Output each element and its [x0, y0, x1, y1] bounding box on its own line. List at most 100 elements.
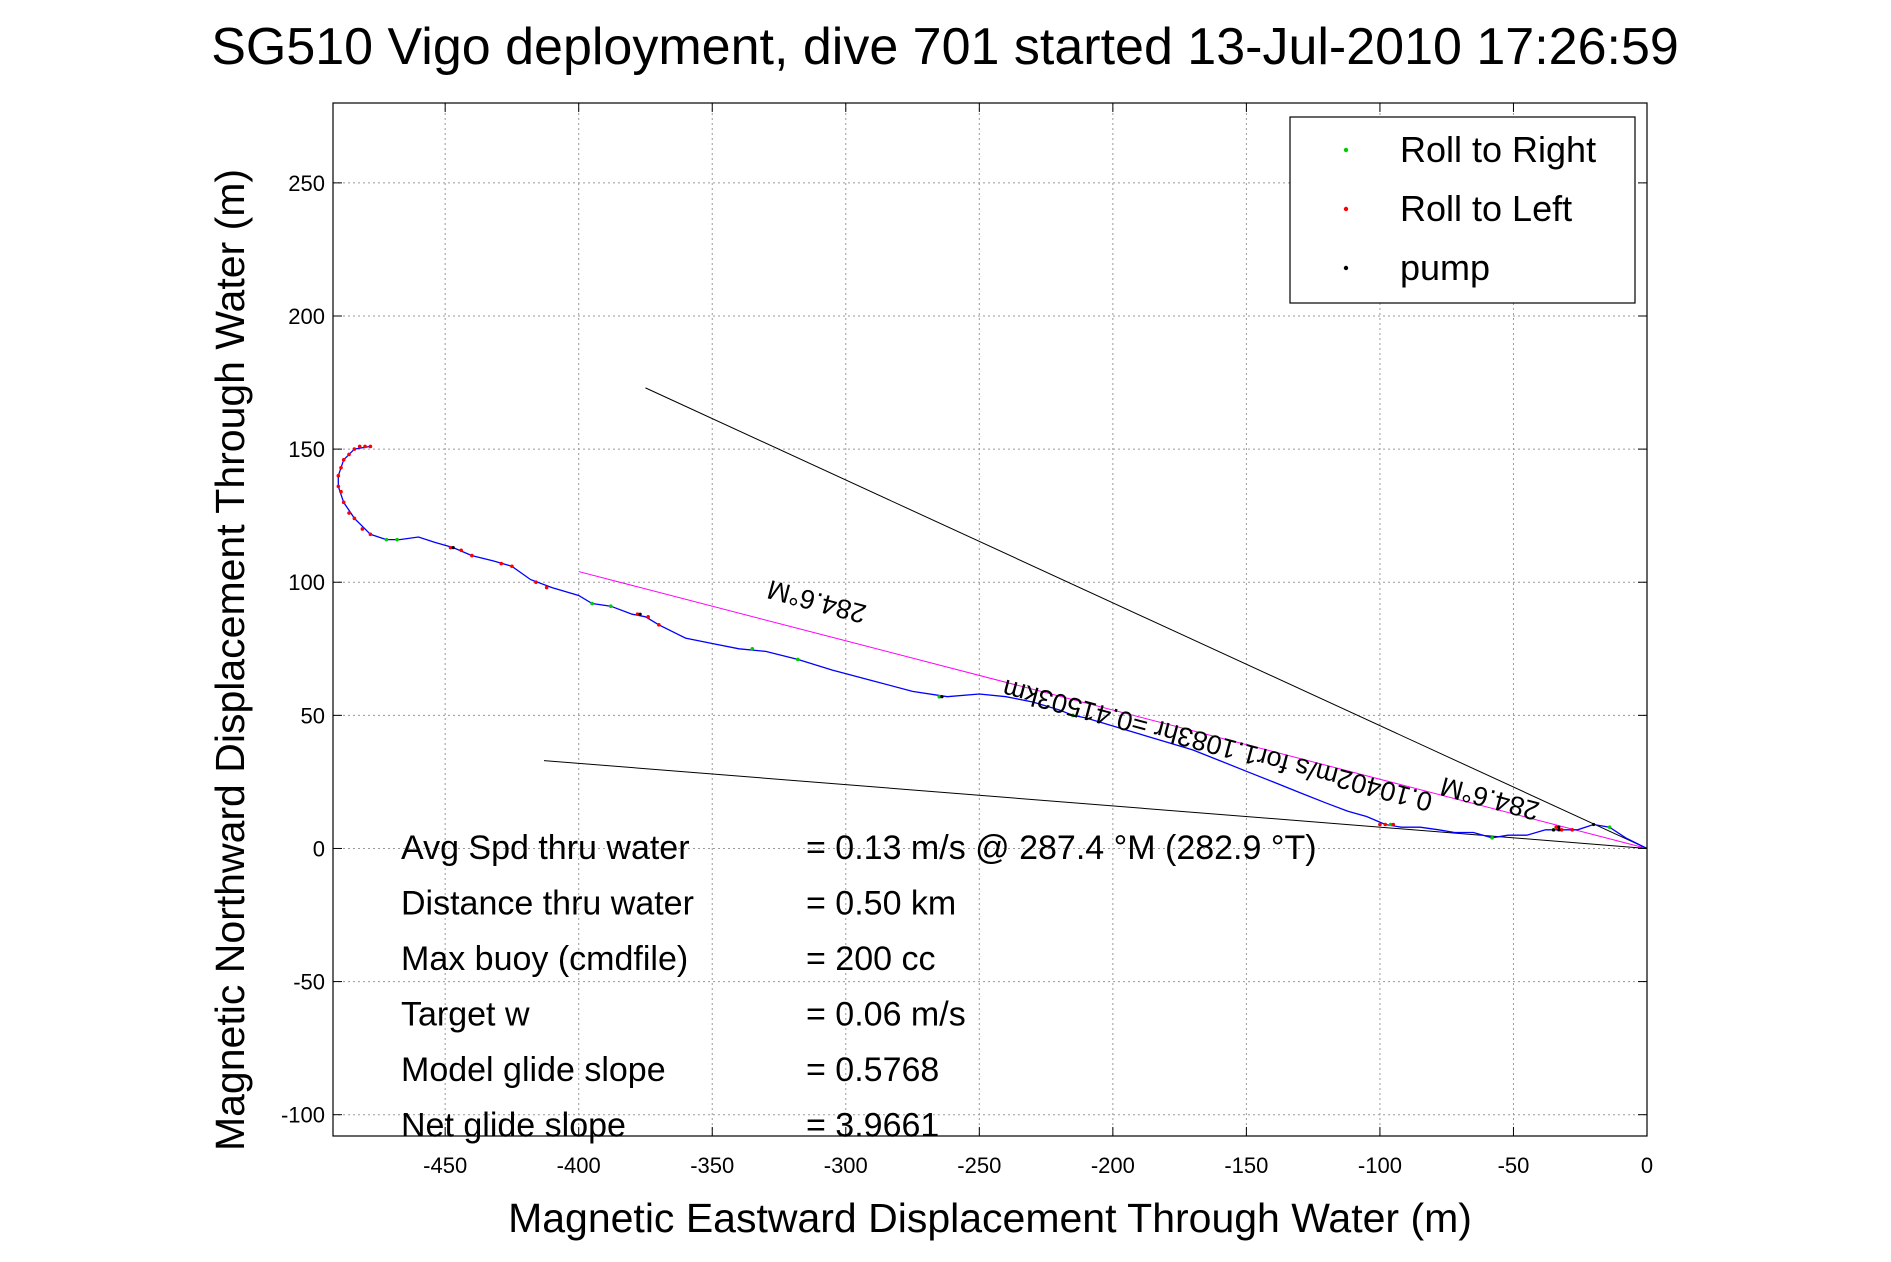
x-axis-ticks: -450 -400 -350 -300 -250 -200 -150 -100 -50 0 [423, 103, 1653, 1178]
x-tick-label: -50 [1498, 1153, 1530, 1178]
y-tick-label: 150 [288, 437, 325, 462]
grid-lines [333, 103, 1648, 1136]
roll-left-marker [360, 527, 365, 531]
roll-right-marker [395, 537, 399, 542]
roll-left-marker [1570, 828, 1575, 832]
roll-left-marker [357, 444, 362, 449]
roll-left-marker [336, 473, 341, 478]
roll-left-marker [1554, 825, 1558, 829]
y-tick-label: 50 [301, 703, 325, 728]
y-tick-label: 250 [288, 171, 325, 196]
roll-right-marker [795, 657, 800, 662]
roll-left-marker [352, 447, 357, 451]
y-tick-label: 0 [313, 836, 325, 861]
legend-label: Roll to Left [1400, 188, 1572, 229]
roll-left-marker [336, 484, 341, 489]
roll-right-marker [750, 646, 755, 651]
stat-label: Distance thru water [401, 885, 694, 923]
legend-label: pump [1400, 247, 1490, 288]
legend-marker [1343, 265, 1349, 271]
stat-label: Model glide slope [401, 1051, 666, 1089]
stat-value: = 0.50 km [806, 885, 956, 923]
roll-left-marker [448, 545, 453, 550]
track-line [337, 445, 1648, 850]
roll-left-marker [534, 580, 538, 585]
pump-marker [1591, 822, 1596, 827]
x-axis-label: Magnetic Eastward Displacement Through W… [508, 1195, 1472, 1241]
roll-left-marker [1559, 828, 1564, 832]
roll-left-marker [510, 564, 514, 569]
x-tick-label: 0 [1641, 1153, 1653, 1178]
roll-left-marker [341, 457, 346, 462]
roll-left-marker [657, 623, 661, 627]
glider-track [337, 445, 1648, 850]
stat-label: Max buoy (cmdfile) [401, 940, 688, 978]
legend-items: Roll to Right Roll to Left pump [1343, 129, 1596, 288]
roll-left-marker [646, 615, 650, 619]
roll-left-marker [1383, 822, 1388, 827]
y-tick-label: -100 [281, 1103, 325, 1128]
stat-value: = 3.9661 [806, 1107, 939, 1145]
roll-right-marker [590, 601, 594, 606]
pump-marker [940, 695, 944, 699]
roll-left-marker [368, 532, 373, 537]
event-markers [336, 444, 1612, 840]
roll-left-marker [470, 553, 474, 558]
pump-marker [1551, 828, 1556, 832]
plot-frame [332, 102, 1648, 1137]
stat-label: Net glide slope [401, 1107, 626, 1145]
legend-marker [1343, 147, 1349, 153]
roll-right-marker [1070, 713, 1075, 718]
reference-line [645, 387, 1648, 849]
stat-value: = 0.5768 [806, 1051, 939, 1089]
y-axis-ticks: -100 -50 0 50 100 150 200 250 [281, 171, 1647, 1128]
y-tick-label: 200 [288, 304, 325, 329]
reference-line [543, 760, 1648, 849]
pump-marker [451, 546, 455, 550]
roll-left-marker [459, 548, 463, 553]
reference-line [578, 571, 1648, 849]
x-tick-label: -450 [423, 1153, 467, 1178]
x-tick-label: -200 [1091, 1153, 1135, 1178]
roll-left-marker [341, 500, 346, 505]
roll-left-marker [368, 444, 373, 449]
y-axis-label: Magnetic Northward Displacement Through … [207, 169, 253, 1151]
stat-value: = 0.06 m/s [806, 996, 966, 1034]
chart-title: SG510 Vigo deployment, dive 701 started … [211, 18, 1679, 76]
y-tick-label: -50 [293, 970, 325, 995]
stats-block: Avg Spd thru water = 0.13 m/s @ 287.4 °M … [401, 829, 1317, 1145]
roll-left-marker [544, 585, 549, 590]
roll-left-marker [1391, 822, 1396, 827]
pump-marker [1557, 825, 1561, 829]
roll-left-marker [339, 489, 343, 494]
stat-value: = 0.13 m/s @ 287.4 °M (282.9 °T) [806, 829, 1317, 867]
legend-marker [1343, 206, 1349, 212]
roll-right-marker [1490, 836, 1494, 840]
roll-left-marker [363, 444, 367, 449]
roll-left-marker [1378, 822, 1382, 827]
roll-right-marker [608, 604, 613, 608]
reference-lines [543, 387, 1648, 849]
stat-label: Target w [401, 996, 530, 1034]
pump-marker [1557, 828, 1561, 832]
roll-right-marker [1607, 825, 1612, 829]
x-tick-label: -400 [557, 1153, 601, 1178]
roll-left-marker [635, 612, 640, 616]
y-tick-label: 100 [288, 570, 325, 595]
legend: Roll to Right Roll to Left pump [1289, 116, 1636, 304]
roll-left-marker [347, 511, 351, 515]
x-tick-label: -150 [1224, 1153, 1268, 1178]
stat-label: Avg Spd thru water [401, 829, 690, 867]
roll-left-marker [347, 452, 351, 457]
roll-right-marker [1388, 822, 1393, 827]
roll-left-marker [352, 516, 357, 521]
roll-left-marker [499, 561, 504, 566]
legend-label: Roll to Right [1400, 129, 1596, 170]
x-tick-label: -350 [690, 1153, 734, 1178]
pump-marker [638, 612, 642, 616]
x-tick-label: -100 [1358, 1153, 1402, 1178]
x-tick-label: -300 [824, 1153, 868, 1178]
x-tick-label: -250 [957, 1153, 1001, 1178]
roll-left-marker [339, 465, 343, 470]
